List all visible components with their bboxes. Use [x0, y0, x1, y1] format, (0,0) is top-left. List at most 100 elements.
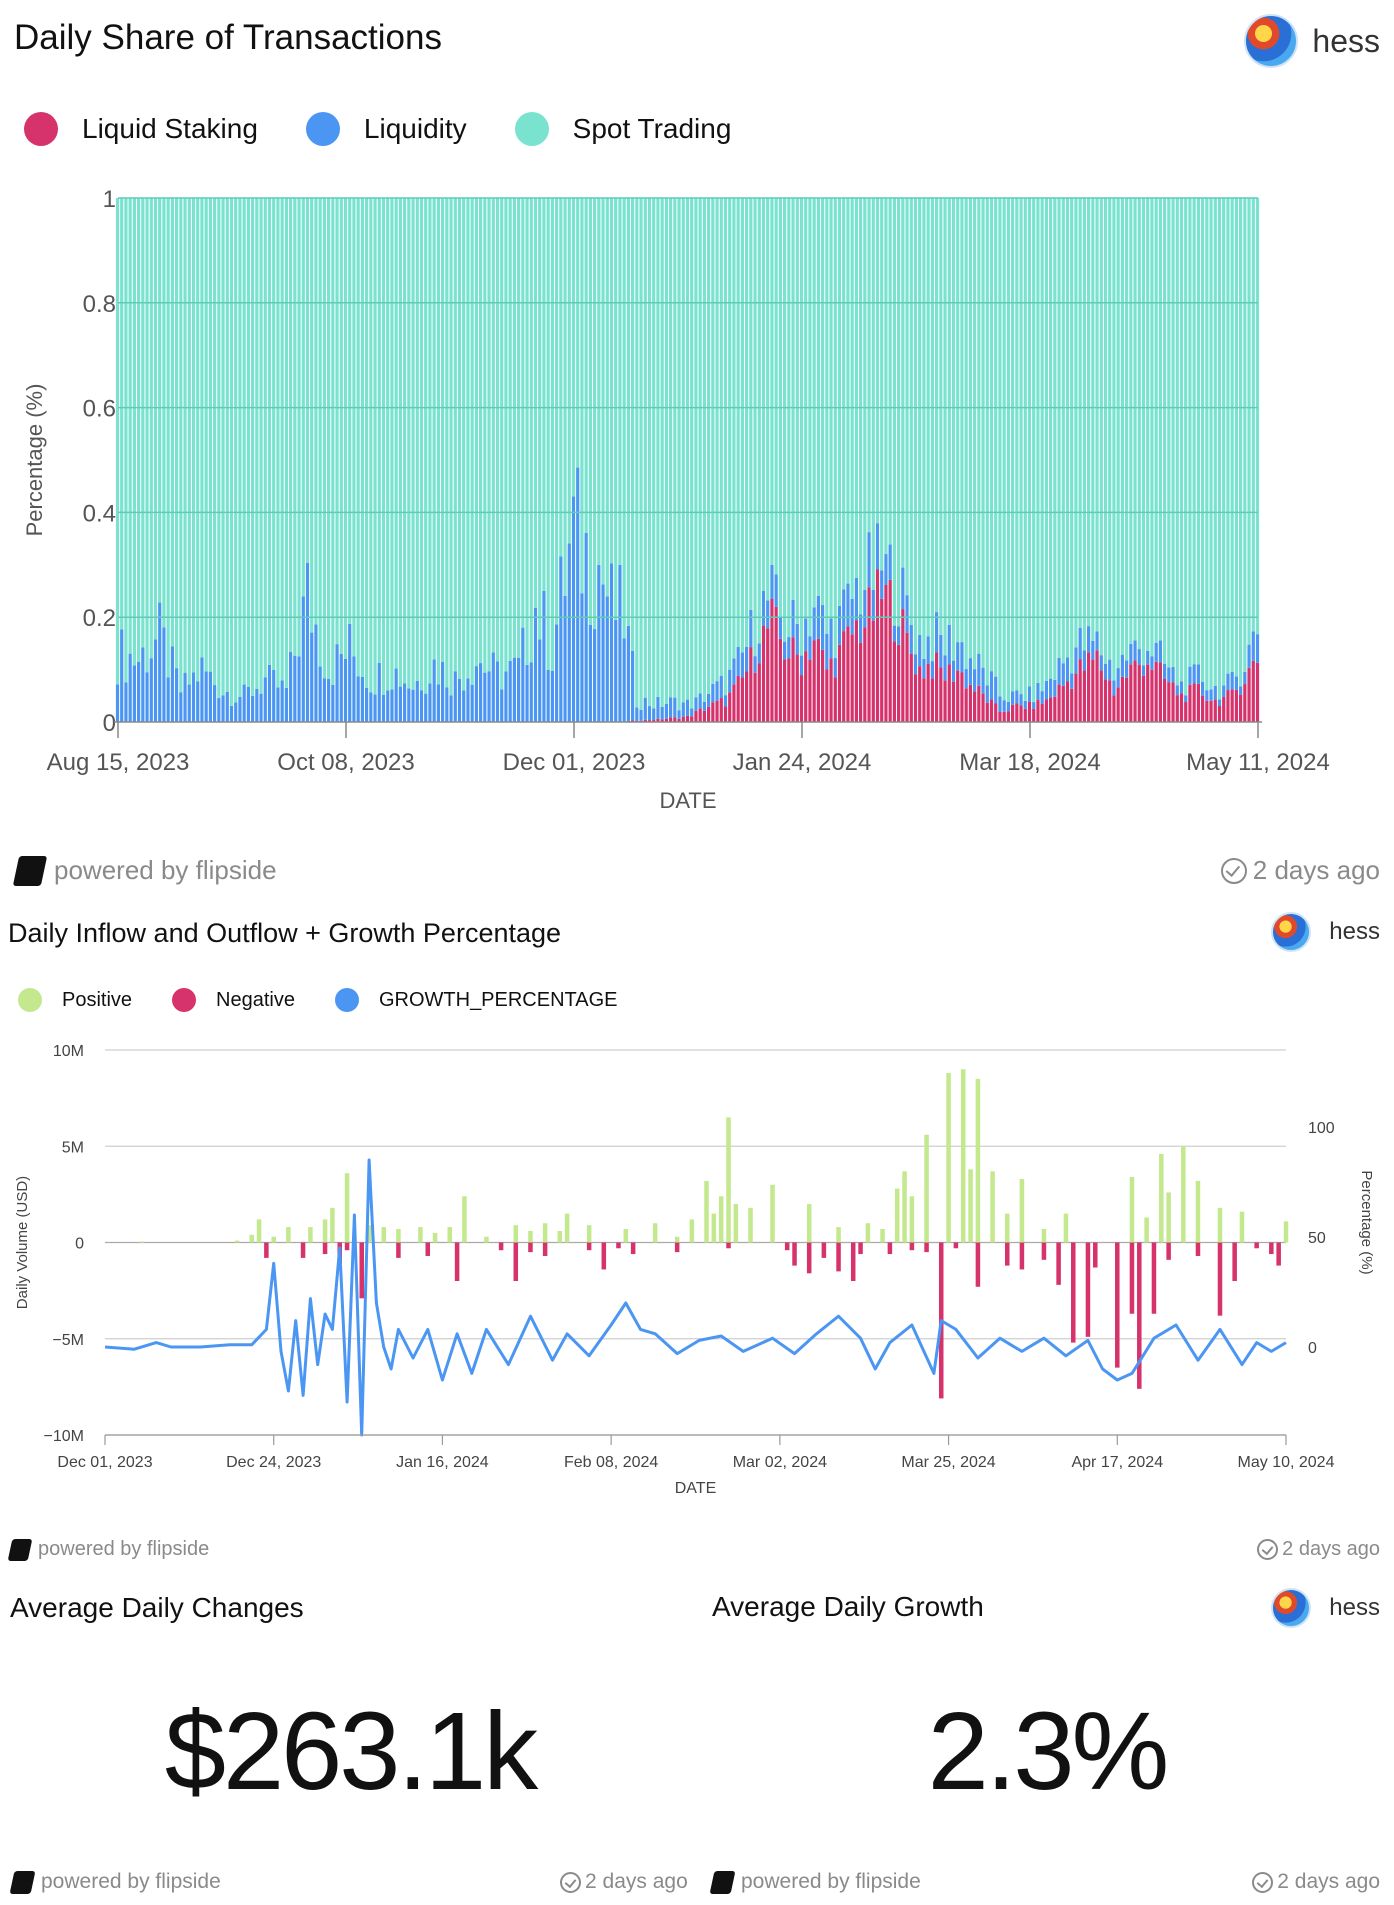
- author-name[interactable]: hess: [1329, 918, 1380, 945]
- bar-liquidity: [892, 625, 896, 642]
- user-avatar[interactable]: [1271, 912, 1312, 952]
- avg-changes-footer-powered[interactable]: powered by flipside: [9, 1870, 221, 1894]
- bar-negative: [344, 1242, 350, 1251]
- bar-spot-trading: [647, 198, 652, 707]
- bar-spot-trading: [1255, 198, 1260, 635]
- bar-liquidity: [225, 691, 229, 722]
- bar-spot-trading: [690, 198, 694, 709]
- author-name[interactable]: hess: [1312, 22, 1380, 59]
- bar-spot-trading: [1179, 198, 1184, 682]
- bar-liquidity: [512, 657, 516, 722]
- bar-spot-trading: [1171, 198, 1175, 667]
- bar-spot-trading: [609, 198, 614, 564]
- y-tick-label: −10M: [44, 1428, 84, 1445]
- bar-liquid-staking: [1171, 682, 1175, 722]
- bar-positive: [836, 1227, 841, 1243]
- chart2-footer-powered[interactable]: powered by flipside: [7, 1538, 209, 1561]
- legend-item-positive[interactable]: Positive: [18, 988, 132, 1012]
- bar-positive: [990, 1171, 995, 1243]
- chart2-author[interactable]: hess: [1271, 912, 1380, 952]
- bar-spot-trading: [512, 198, 516, 658]
- bar-liquid-staking: [825, 669, 829, 722]
- bar-spot-trading: [951, 198, 956, 661]
- bar-liquidity: [1201, 681, 1205, 696]
- bar-liquidity: [859, 614, 863, 643]
- bar-spot-trading: [1150, 198, 1154, 657]
- bar-liquidity: [1209, 689, 1213, 701]
- bar-liquidity: [702, 701, 706, 711]
- bar-negative: [630, 1242, 636, 1255]
- bar-liquidity: [1158, 640, 1162, 663]
- bar-liquidity: [483, 672, 487, 722]
- bar-liquidity: [939, 634, 943, 668]
- bar-spot-trading: [419, 198, 424, 691]
- bar-positive: [689, 1219, 695, 1243]
- bar-spot-trading: [897, 198, 901, 627]
- bar-liquidity: [956, 642, 960, 671]
- bar-spot-trading: [1116, 198, 1120, 669]
- bar-liquid-staking: [745, 671, 749, 722]
- legend-item-negative[interactable]: Negative: [172, 988, 295, 1012]
- bar-spot-trading: [1196, 198, 1200, 665]
- bar-spot-trading: [137, 198, 141, 662]
- bar-spot-trading: [981, 198, 985, 668]
- bar-liquid-staking: [922, 678, 926, 722]
- bar-liquidity: [386, 690, 390, 722]
- chart1-footer-powered[interactable]: powered by flipside: [12, 855, 277, 886]
- bar-liquidity: [390, 689, 394, 722]
- bar-liquid-staking: [1116, 687, 1120, 722]
- bar-liquidity: [229, 705, 234, 722]
- bar-liquid-staking: [732, 684, 736, 722]
- bar-positive: [139, 1241, 144, 1243]
- legend-item-liquidity[interactable]: Liquidity: [305, 112, 467, 146]
- bar-spot-trading: [1213, 198, 1217, 686]
- legend-item-liquid-staking[interactable]: Liquid Staking: [24, 112, 258, 146]
- author-name[interactable]: hess: [1329, 1594, 1380, 1621]
- bar-spot-trading: [280, 198, 284, 681]
- bar-liquidity: [1120, 654, 1124, 677]
- bar-spot-trading: [1032, 198, 1036, 703]
- bar-liquidity: [504, 671, 508, 722]
- bar-liquidity: [196, 681, 200, 722]
- user-avatar[interactable]: [1244, 14, 1299, 68]
- bar-spot-trading: [842, 198, 846, 590]
- bar-liquidity: [327, 678, 331, 722]
- bar-liquid-staking: [989, 699, 994, 722]
- bar-liquidity: [500, 689, 504, 722]
- avg-growth-footer-powered[interactable]: powered by flipside: [709, 1870, 921, 1894]
- bar-spot-trading: [1226, 198, 1230, 674]
- x-tick-label: May 11, 2024: [1186, 749, 1330, 776]
- bar-liquid-staking: [1006, 711, 1010, 722]
- avg-growth-author[interactable]: hess: [1271, 1588, 1380, 1628]
- bar-liquidity: [690, 708, 694, 717]
- bar-liquid-staking: [998, 711, 1002, 722]
- bar-liquid-staking: [1230, 689, 1234, 722]
- legend-item-growth-percentage[interactable]: GROWTH_PERCENTAGE: [334, 988, 618, 1012]
- bar-spot-trading: [1011, 198, 1015, 692]
- bar-spot-trading: [1053, 198, 1057, 680]
- bar-liquid-staking: [728, 692, 732, 722]
- bar-negative: [1269, 1242, 1274, 1255]
- user-avatar[interactable]: [1271, 1588, 1312, 1628]
- bar-positive: [330, 1207, 335, 1243]
- bar-liquidity: [310, 632, 314, 722]
- bar-spot-trading: [905, 198, 909, 596]
- bar-spot-trading: [732, 198, 736, 659]
- bar-liquid-staking: [1247, 667, 1251, 722]
- bar-spot-trading: [960, 198, 964, 643]
- bar-liquid-staking: [1120, 676, 1124, 722]
- legend-item-spot-trading[interactable]: Spot Trading: [514, 112, 731, 146]
- bar-liquidity: [1222, 685, 1226, 697]
- bar-negative: [1085, 1242, 1091, 1337]
- bar-liquid-staking: [1175, 695, 1179, 722]
- chart1-footer-updated: 2 days ago: [1220, 855, 1380, 886]
- bar-spot-trading: [517, 198, 521, 658]
- bar-liquidity: [411, 689, 415, 722]
- avg-daily-growth-value: 2.3%: [927, 1690, 1170, 1813]
- bar-liquid-staking: [681, 716, 685, 722]
- bar-liquid-staking: [1011, 704, 1015, 722]
- bar-spot-trading: [685, 198, 690, 700]
- chart1-author[interactable]: hess: [1244, 14, 1380, 68]
- bar-liquidity: [1006, 701, 1010, 712]
- bar-spot-trading: [702, 198, 706, 702]
